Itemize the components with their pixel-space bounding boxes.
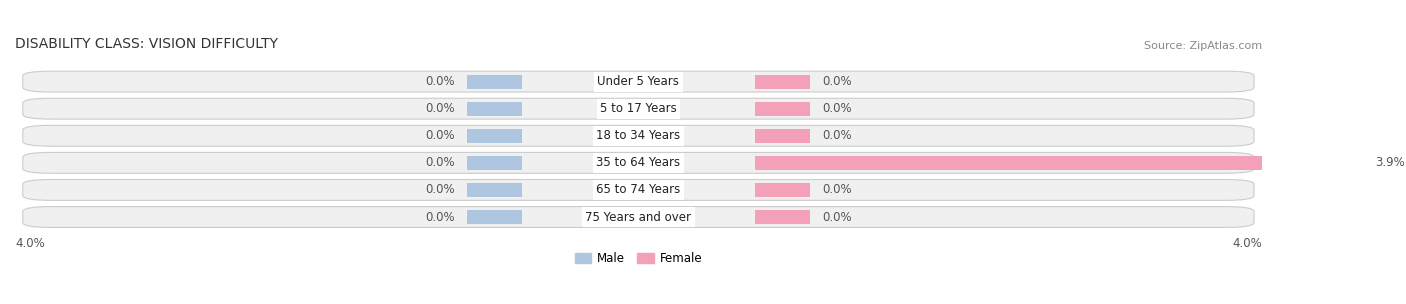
Bar [755, 102, 810, 116]
FancyBboxPatch shape [22, 207, 1254, 227]
Text: 0.0%: 0.0% [425, 183, 454, 196]
Text: 4.0%: 4.0% [15, 237, 45, 250]
Bar [755, 74, 810, 89]
Bar [467, 156, 522, 170]
Bar [467, 102, 522, 116]
Text: 0.0%: 0.0% [823, 210, 852, 223]
Text: 65 to 74 Years: 65 to 74 Years [596, 183, 681, 196]
Bar [755, 156, 1364, 170]
Text: 0.0%: 0.0% [425, 210, 454, 223]
Bar [467, 183, 522, 197]
Bar [755, 210, 810, 224]
Text: 0.0%: 0.0% [425, 129, 454, 142]
Text: 35 to 64 Years: 35 to 64 Years [596, 156, 681, 169]
Text: 0.0%: 0.0% [823, 75, 852, 88]
Text: 0.0%: 0.0% [425, 102, 454, 115]
Text: 0.0%: 0.0% [425, 156, 454, 169]
Text: Under 5 Years: Under 5 Years [598, 75, 679, 88]
Text: DISABILITY CLASS: VISION DIFFICULTY: DISABILITY CLASS: VISION DIFFICULTY [15, 37, 278, 51]
Text: 75 Years and over: 75 Years and over [585, 210, 692, 223]
FancyBboxPatch shape [22, 179, 1254, 200]
Text: 4.0%: 4.0% [1232, 237, 1261, 250]
Text: Source: ZipAtlas.com: Source: ZipAtlas.com [1143, 41, 1261, 51]
Bar [755, 129, 810, 143]
FancyBboxPatch shape [22, 98, 1254, 119]
Bar [467, 210, 522, 224]
Legend: Male, Female: Male, Female [569, 248, 707, 270]
Text: 0.0%: 0.0% [823, 183, 852, 196]
FancyBboxPatch shape [22, 71, 1254, 92]
Text: 0.0%: 0.0% [425, 75, 454, 88]
Text: 0.0%: 0.0% [823, 129, 852, 142]
Bar [467, 74, 522, 89]
FancyBboxPatch shape [22, 125, 1254, 146]
Text: 0.0%: 0.0% [823, 102, 852, 115]
FancyBboxPatch shape [22, 152, 1254, 173]
Bar [467, 129, 522, 143]
Text: 18 to 34 Years: 18 to 34 Years [596, 129, 681, 142]
Bar [755, 183, 810, 197]
Text: 5 to 17 Years: 5 to 17 Years [600, 102, 676, 115]
Text: 3.9%: 3.9% [1375, 156, 1406, 169]
